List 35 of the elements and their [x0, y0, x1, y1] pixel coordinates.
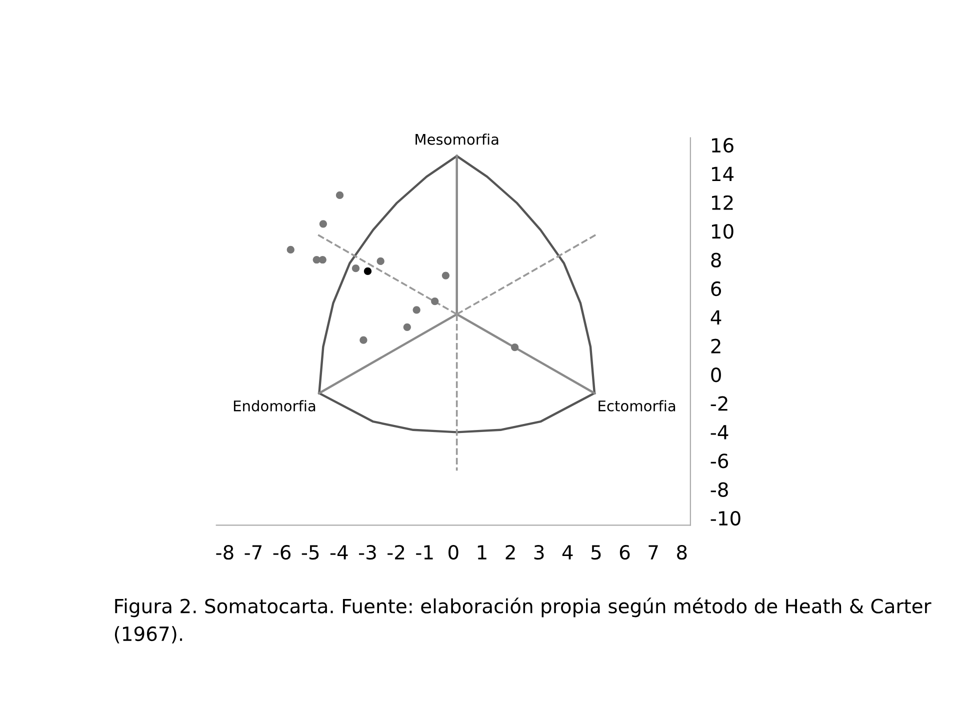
y-tick-label: 16	[712, 138, 734, 153]
x-tick-label: -4	[330, 545, 348, 560]
x-tick-label: -5	[302, 545, 319, 560]
y-tick-label: 4	[710, 310, 722, 325]
y-tick-label: -2	[710, 396, 728, 411]
x-tick-label: 1	[478, 545, 486, 560]
x-tick-label: -1	[416, 545, 433, 560]
x-tick-label: -6	[273, 544, 291, 560]
y-tick-label: 12	[712, 195, 733, 210]
x-tick-label: 8	[677, 544, 687, 560]
y-tick-label: 6	[711, 281, 722, 296]
x-tick-label: 2	[506, 544, 515, 560]
x-tick-label: 4	[562, 545, 573, 560]
annotation: Endomorfia	[234, 400, 316, 412]
x-tick-label: -7	[244, 545, 262, 560]
x-tick-label: 5	[592, 545, 601, 560]
y-tick-label: -8	[710, 482, 728, 497]
annotation: Ectomorfia	[598, 400, 676, 412]
x-tick-label: 6	[620, 544, 630, 560]
x-tick-label: 0	[448, 544, 458, 560]
y-tick-label: 8	[711, 252, 721, 268]
y-tick-label: -6	[710, 454, 728, 468]
x-tick-label: -8	[216, 544, 234, 560]
x-tick-label: -2	[388, 544, 404, 560]
y-tick-label: 14	[712, 166, 734, 182]
y-tick-label: 2	[711, 338, 720, 354]
x-tick-label: 3	[534, 544, 544, 560]
y-tick-label: -10	[710, 510, 740, 526]
text: Figura 2. Somatocarta. Fuente: elaboración propia según método de Heath & Carter (1967).	[114, 598, 932, 644]
y-tick-label: 10	[712, 224, 734, 239]
x-tick-label: 7	[648, 545, 658, 560]
x-tick-label: -3	[358, 544, 376, 560]
y-tick-label: 0	[711, 367, 721, 382]
y-tick-label: -4	[710, 425, 728, 440]
annotation: Mesomorfia	[416, 134, 498, 145]
